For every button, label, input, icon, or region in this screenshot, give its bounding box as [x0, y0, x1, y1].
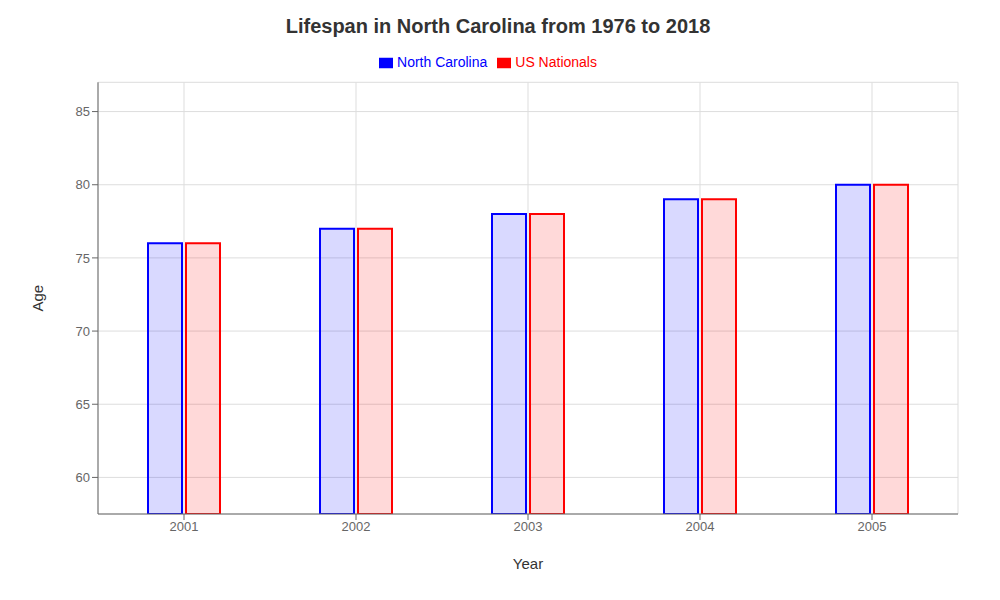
svg-text:70: 70: [76, 324, 90, 339]
svg-text:2005: 2005: [858, 519, 887, 534]
html-text:North Carolina: North Carolina: [397, 54, 488, 70]
svg-text:2003: 2003: [514, 519, 543, 534]
svg-text:85: 85: [76, 104, 90, 119]
html-text:Lifespan in North Carolina fro: Lifespan in North Carolina from 1976 to …: [285, 15, 711, 37]
svg-text:2002: 2002: [342, 519, 371, 534]
svg-text:60: 60: [76, 470, 90, 485]
svg-text:80: 80: [76, 177, 90, 192]
svg-text:Year: Year: [513, 555, 543, 572]
svg-text:65: 65: [76, 397, 90, 412]
svg-text:Age: Age: [29, 285, 46, 312]
svg-text:75: 75: [76, 251, 90, 266]
html-text:US Nationals: US Nationals: [515, 54, 597, 70]
svg-text:2001: 2001: [170, 519, 199, 534]
svg-text:2004: 2004: [686, 519, 715, 534]
